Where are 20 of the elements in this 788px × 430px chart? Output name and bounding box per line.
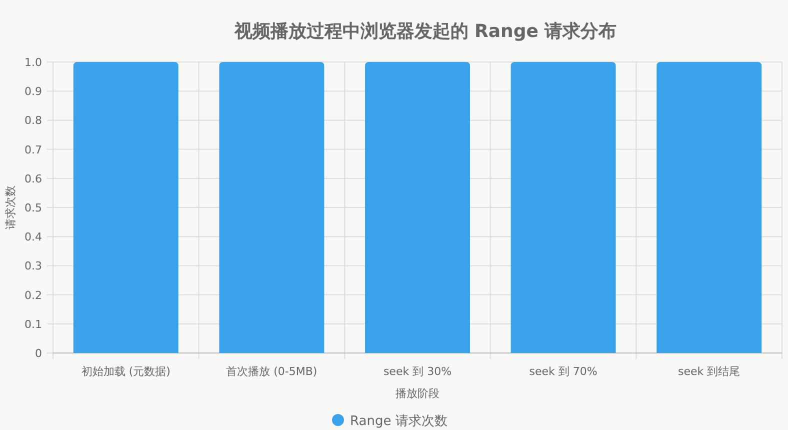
y-tick-label: 0.3 — [24, 260, 42, 273]
y-tick-label: 0.6 — [24, 172, 42, 186]
x-tick-label: seek 到结尾 — [678, 365, 740, 378]
x-tick-label: seek 到 30% — [383, 365, 452, 378]
y-tick-label: 1.0 — [24, 56, 42, 69]
x-axis-title: 播放阶段 — [396, 387, 440, 400]
y-tick-label: 0.2 — [24, 288, 42, 302]
y-axis-title: 请求次数 — [4, 186, 17, 230]
y-tick-label: 0.8 — [24, 114, 42, 128]
x-tick-label: 首次播放 (0-5MB) — [226, 365, 318, 378]
y-tick-label: 0.5 — [24, 202, 42, 214]
y-tick-label: 0 — [35, 347, 42, 360]
y-tick-label: 0.1 — [24, 318, 42, 331]
y-tick-label: 0.9 — [24, 85, 42, 98]
chart-title: 视频播放过程中浏览器发起的 Range 请求分布 — [233, 21, 617, 42]
legend-label: Range 请求次数 — [350, 414, 448, 429]
y-tick-label: 0.4 — [24, 230, 42, 244]
x-tick-label: seek 到 70% — [529, 365, 598, 378]
x-tick-label: 初始加载 (元数据) — [81, 365, 170, 378]
y-tick-label: 0.7 — [24, 143, 42, 156]
